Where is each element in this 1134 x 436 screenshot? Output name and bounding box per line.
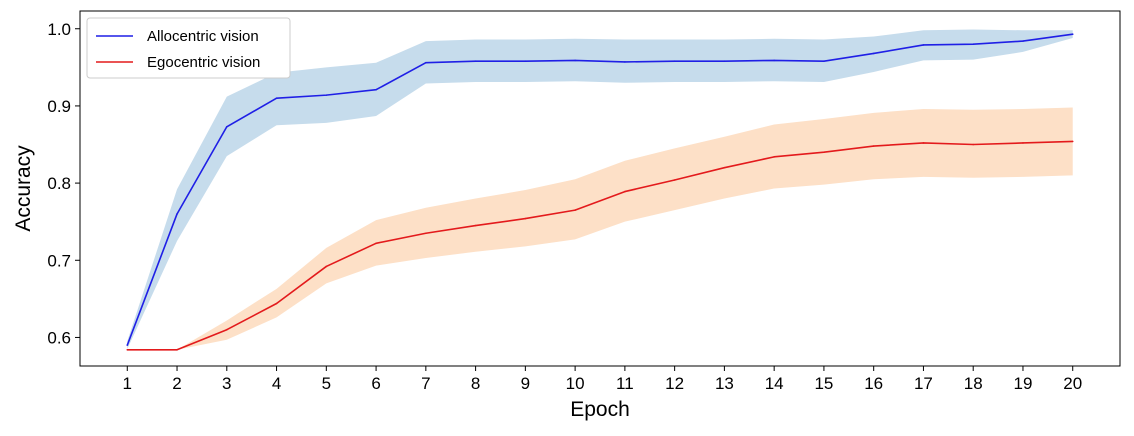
x-axis-label: Epoch [570, 398, 630, 421]
point-allocentric-5 [325, 94, 328, 96]
point-egocentric-14 [773, 156, 775, 158]
x-tick-label: 4 [272, 374, 281, 393]
legend-box [86, 17, 291, 79]
point-egocentric-8 [474, 224, 477, 227]
legend-label-allocentric: Allocentric vision [147, 28, 259, 45]
x-tick-label: 8 [471, 374, 480, 393]
point-allocentric-16 [872, 52, 875, 55]
point-allocentric-20 [1071, 33, 1074, 35]
point-egocentric-2 [176, 348, 178, 351]
x-tick-label: 10 [566, 374, 585, 393]
point-allocentric-6 [375, 88, 377, 91]
point-allocentric-15 [823, 60, 825, 62]
x-tick-label: 19 [1014, 374, 1033, 393]
y-axis-ticks: 0.6 0.7 0.8 0.9 1.0 [47, 20, 80, 347]
x-tick-label: 1 [123, 374, 132, 393]
x-tick-label: 2 [172, 374, 181, 393]
x-tick-label: 5 [322, 374, 331, 393]
point-egocentric-13 [723, 166, 726, 169]
x-tick-label: 9 [521, 374, 530, 393]
point-allocentric-7 [425, 61, 427, 64]
x-tick-label: 6 [371, 374, 380, 393]
line-allocentric [126, 33, 1073, 346]
x-tick-label: 13 [715, 374, 734, 393]
point-allocentric-2 [176, 213, 178, 215]
x-tick-label: 11 [616, 374, 634, 393]
point-allocentric-8 [474, 60, 477, 62]
point-allocentric-14 [773, 59, 775, 62]
x-axis-ticks: 1 2 3 4 5 6 7 8 9 10 11 12 13 14 15 16 17 18 19 20 [123, 366, 1082, 393]
point-egocentric-3 [225, 328, 228, 331]
point-egocentric-7 [425, 232, 427, 235]
y-tick-label: 0.8 [47, 174, 71, 193]
x-tick-label: 14 [765, 374, 784, 393]
point-allocentric-10 [574, 59, 576, 62]
x-tick-label: 16 [864, 374, 883, 393]
x-tick-label: 3 [222, 374, 231, 393]
point-egocentric-9 [524, 217, 527, 220]
point-allocentric-3 [225, 125, 228, 128]
point-allocentric-12 [673, 60, 676, 62]
y-axis-label: Accuracy [12, 145, 35, 232]
y-tick-label: 1.0 [47, 20, 71, 39]
point-allocentric-17 [922, 44, 925, 46]
legend-label-egocentric: Egocentric vision [147, 54, 260, 71]
series-lines [126, 33, 1074, 351]
x-tick-label: 12 [665, 374, 684, 393]
legend: Allocentric vision Egocentric vision [86, 17, 291, 79]
x-tick-label: 17 [914, 374, 933, 393]
y-tick-label: 0.7 [47, 251, 71, 270]
band-allocentric [127, 29, 1073, 350]
x-tick-label: 20 [1063, 374, 1082, 393]
point-egocentric-18 [972, 143, 975, 146]
point-allocentric-11 [624, 61, 626, 63]
point-egocentric-10 [574, 209, 576, 211]
band-egocentric [127, 107, 1073, 350]
point-egocentric-15 [823, 151, 825, 154]
x-tick-label: 7 [421, 374, 430, 393]
x-tick-label: 15 [814, 374, 833, 393]
point-allocentric-9 [524, 60, 527, 62]
point-egocentric-5 [325, 265, 328, 268]
point-allocentric-4 [275, 97, 278, 100]
line-egocentric [127, 140, 1073, 351]
plot-frame [79, 10, 1121, 367]
point-egocentric-4 [275, 302, 278, 305]
confidence-bands [127, 29, 1073, 350]
x-tick-label: 18 [964, 374, 983, 393]
point-egocentric-17 [922, 142, 925, 144]
point-egocentric-6 [375, 242, 377, 245]
point-egocentric-12 [673, 179, 676, 181]
point-allocentric-13 [723, 60, 726, 62]
y-tick-label: 0.9 [47, 97, 71, 116]
point-egocentric-11 [624, 190, 626, 193]
point-egocentric-19 [1022, 142, 1024, 144]
point-egocentric-1 [126, 348, 129, 351]
point-egocentric-16 [872, 145, 875, 147]
point-allocentric-18 [972, 43, 975, 45]
point-allocentric-1 [126, 344, 129, 346]
point-allocentric-19 [1022, 40, 1024, 42]
y-tick-label: 0.6 [47, 328, 71, 347]
point-egocentric-20 [1071, 140, 1074, 143]
